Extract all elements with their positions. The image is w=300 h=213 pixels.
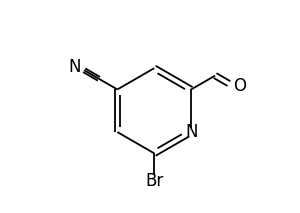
Text: N: N [185, 123, 197, 141]
Text: N: N [68, 58, 81, 76]
Text: O: O [233, 77, 246, 95]
Text: Br: Br [145, 172, 164, 190]
